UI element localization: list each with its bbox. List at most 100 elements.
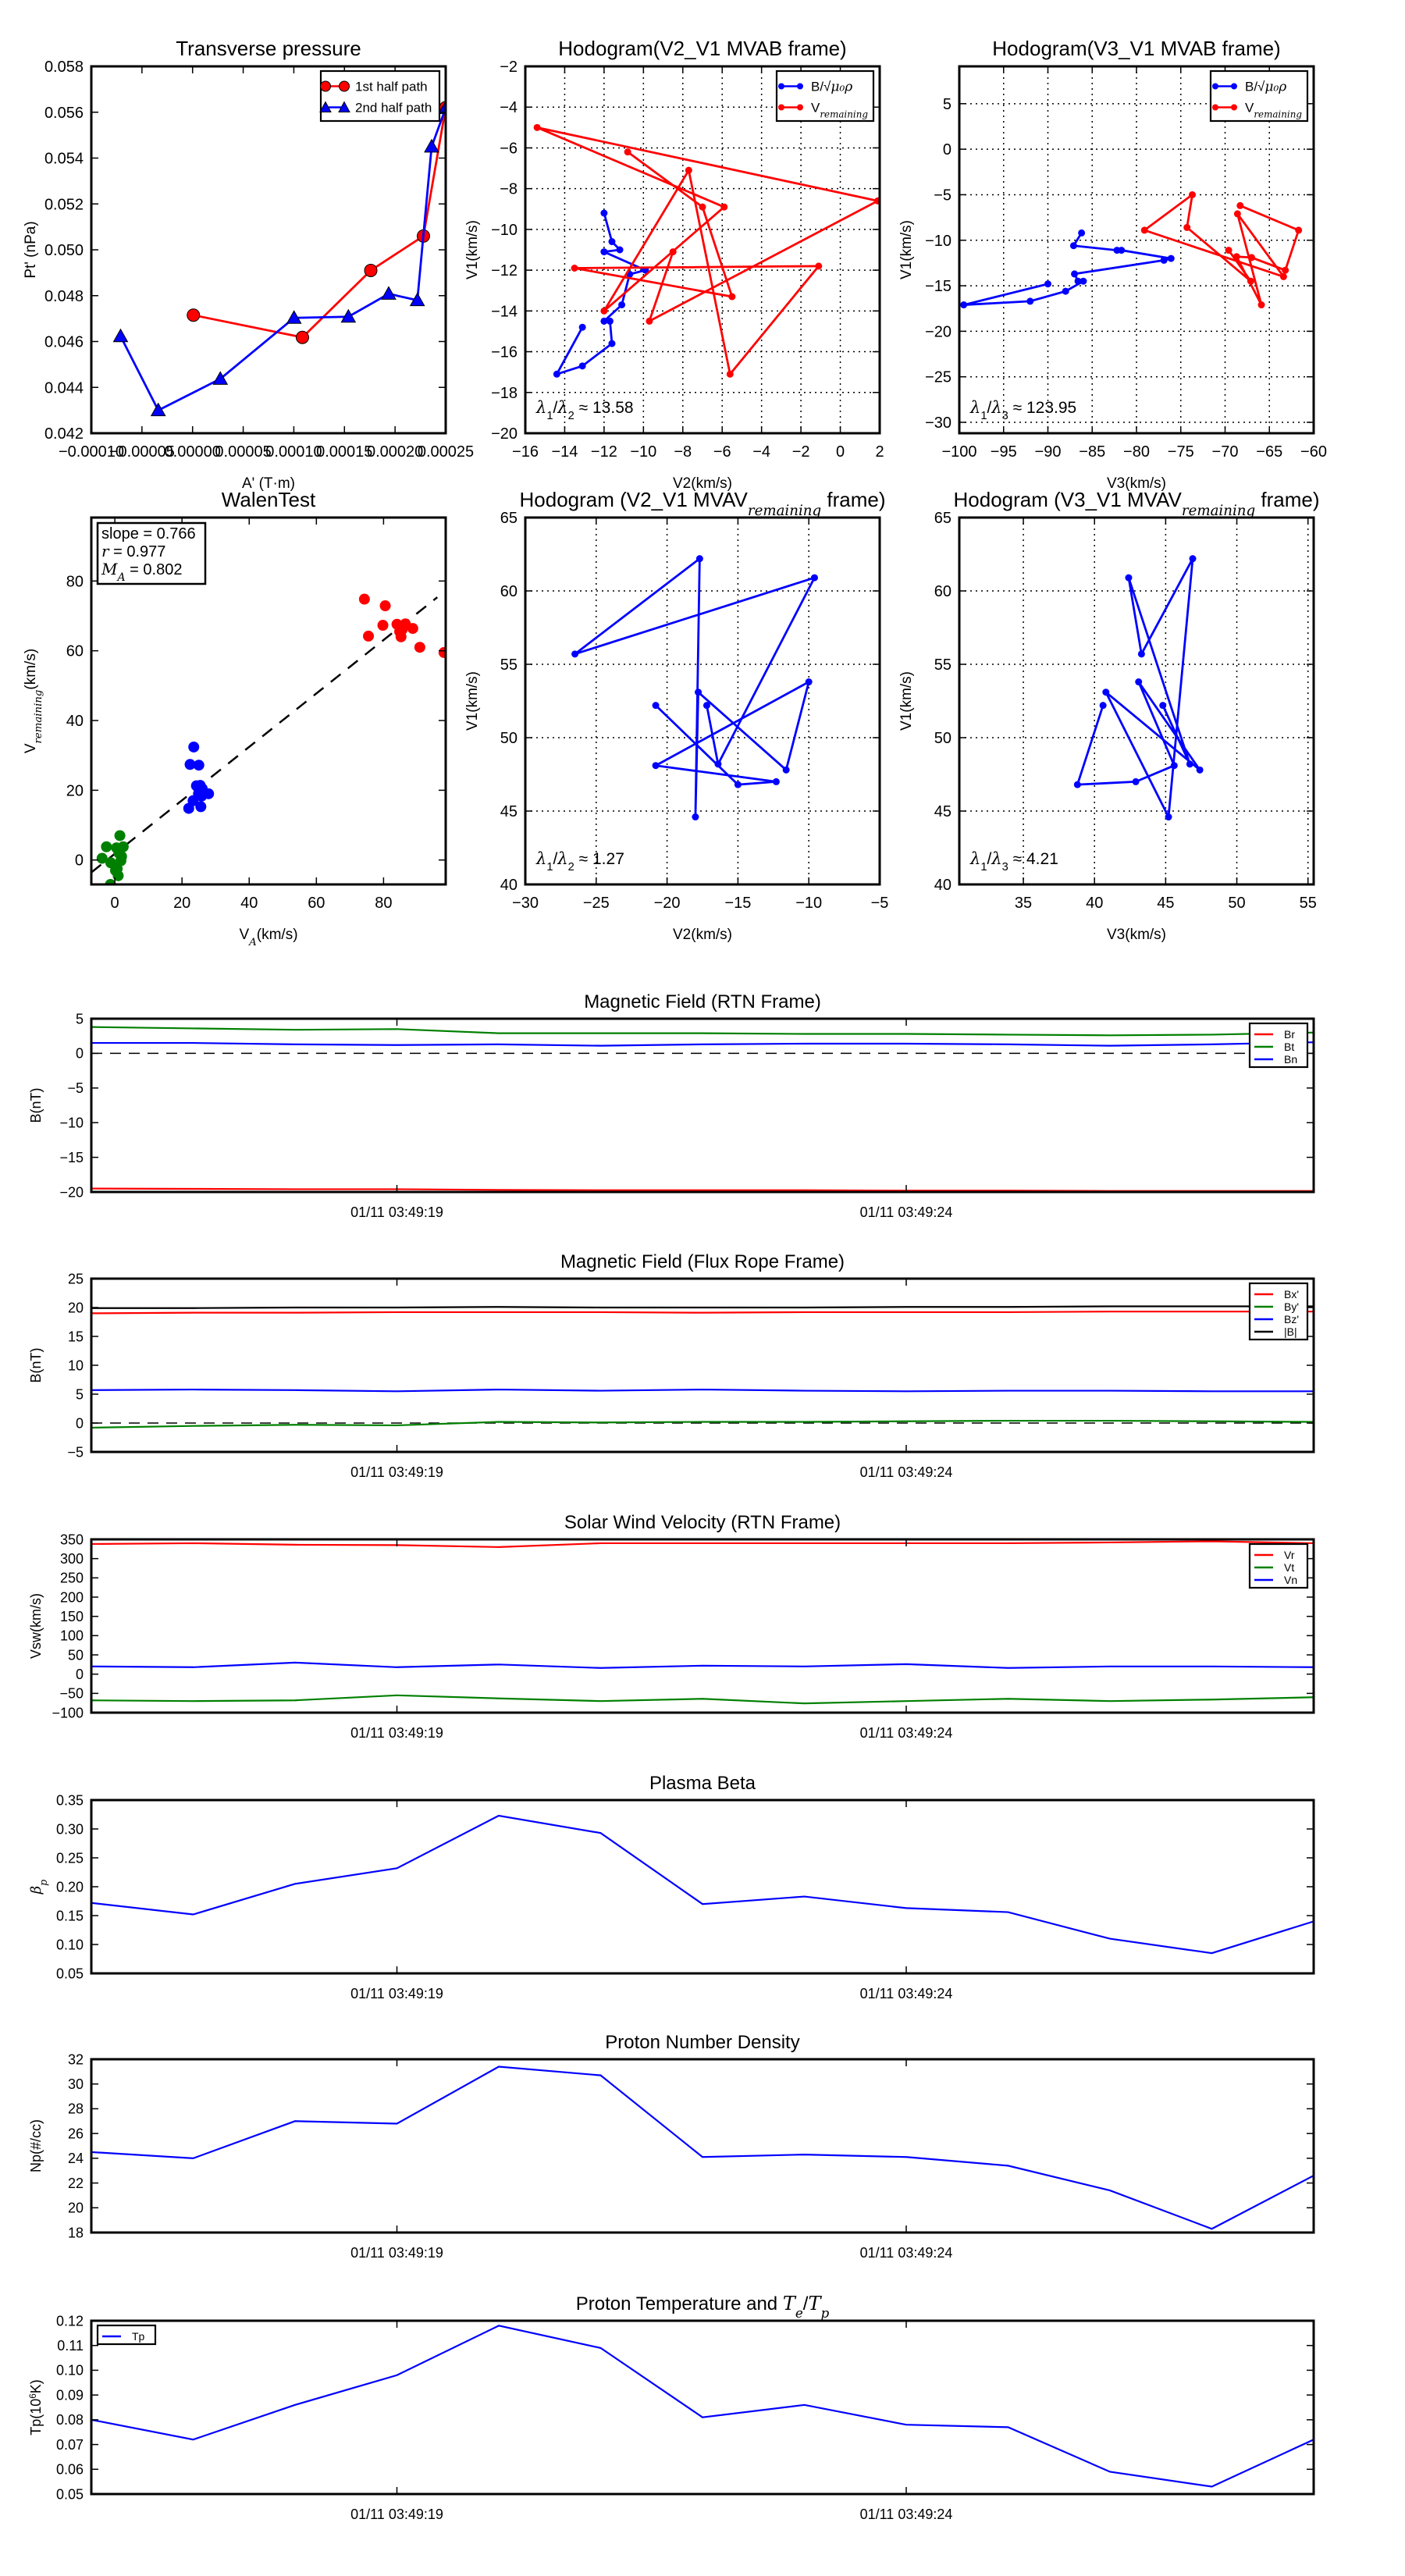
stats-line: slope = 0.766 [101,525,196,543]
series-line-1 [536,126,880,377]
y-tick-label: 65 [500,510,518,527]
y-tick-label: 0.044 [44,379,84,397]
data-point [720,203,728,211]
data-point [608,340,616,347]
stats-line-part: r [101,542,110,560]
magnetic-field-rtn-chart: 01/11 03:49:19 01/11 03:49:24 −20 −15 −10 −5 0… [28,991,1315,1220]
data-point [600,209,608,217]
axes-frame [90,1538,1315,1714]
y-tick-label: 0.25 [56,1850,84,1866]
data-point [1248,254,1256,262]
y-tick-label: 28 [68,2101,84,2117]
eigenvalue-ratio-annotation-part: λ [991,849,1001,868]
y-tick-label: 50 [934,730,951,747]
chart-title-part: e [795,2305,803,2321]
data-point [1225,247,1232,254]
data-point [424,138,439,153]
chart-title: Hodogram (V2_V1 MVAVremaining frame) [520,488,886,519]
data-point [114,830,126,841]
legend-label: Bt [1284,1041,1294,1053]
series-line-0 [554,212,649,376]
data-point [286,310,302,324]
legend-label: Vr [1284,1549,1295,1561]
y-tick-label: 0 [76,1046,84,1062]
legend-marker [797,104,803,111]
plot-area [91,1540,1314,1705]
series-line-0 [91,2065,1314,2230]
x-tick-label: −75 [1168,443,1194,461]
x-tick-label: −95 [991,443,1017,461]
series-line-1 [119,107,446,412]
data-point [1279,272,1287,280]
data-point [578,323,586,331]
eigenvalue-ratio-annotation-part: λ [557,398,567,417]
eigenvalue-ratio-annotation: λ1/λ3 ≈ 123.95 [969,398,1076,422]
eigenvalue-ratio-annotation-part: / [553,399,557,417]
eigenvalue-ratio-annotation: λ1/λ3 ≈ 4.21 [969,849,1058,873]
y-axis-label-part: remaining [33,690,44,744]
eigenvalue-ratio-annotation-part: 1 [546,861,553,873]
y-axis-label-part: 10 [28,2399,44,2414]
data-point [212,371,229,385]
eigenvalue-ratio-annotation-part: 1 [546,410,553,422]
x-tick-label: 01/11 03:49:19 [350,1725,443,1741]
data-point [377,620,389,632]
x-tick-label: −6 [713,443,731,461]
x-tick-label: −85 [1079,443,1105,461]
axes-frame [90,1799,1315,1975]
y-tick-label: 20 [66,782,84,799]
data-point [1074,277,1082,285]
y-axis-label: βp [28,1880,49,1895]
series-line-2 [91,1661,1314,1669]
eigenvalue-ratio-annotation-part: ≈ 123.95 [1008,399,1076,417]
y-tick-label: −5 [934,187,951,204]
legend: Tp [96,2324,157,2346]
x-tick-label: 60 [308,895,325,912]
chart-title: Hodogram (V3_V1 MVAVremaining frame) [954,488,1320,519]
x-tick-label: 40 [240,895,258,912]
y-tick-label: 150 [60,1609,84,1624]
y-tick-label: 60 [66,643,84,660]
y-tick-label: 0.09 [56,2387,84,2403]
magnetic-field-flux-rope-chart: 01/11 03:49:19 01/11 03:49:24 −5 0 5 10 15 20 25… [28,1251,1315,1480]
data-point [1236,201,1244,209]
data-point [1080,277,1087,285]
data-point [624,148,631,156]
legend-label: 1st half path [355,80,428,94]
legend-label-part: B/√ [1245,80,1265,94]
chart-title-part: frame) [1255,488,1319,511]
x-tick-label: 01/11 03:49:24 [860,1986,953,2001]
legend: 1st half path 2nd half path [319,69,441,123]
x-axis-label: V2(km/s) [673,927,732,943]
data-point [358,593,370,605]
x-tick-label: −65 [1256,443,1282,461]
x-tick-label: 50 [1228,895,1245,912]
data-point [112,328,129,343]
y-axis-label: V1(km/s) [464,671,481,731]
x-tick-label: 01/11 03:49:19 [350,2507,443,2522]
y-axis-label-part: Tp( [28,2414,44,2435]
y-axis-label: Vremaining(km/s) [23,649,44,753]
chart-title: Proton Temperature and Te/Tp [576,2293,830,2321]
stats-line-part: = 0.977 [109,543,166,560]
legend-label: B/√μ₀ρ [811,80,852,95]
chart-title-part: frame) [821,488,885,511]
data-point [618,301,626,308]
data-point [726,370,734,378]
chart-title: Transverse pressure [176,37,361,60]
y-axis-label: V1(km/s) [898,220,915,279]
y-tick-label: 25 [68,1271,84,1286]
x-axis-label: V2(km/s) [673,475,732,492]
y-tick-label: 30 [68,2076,84,2092]
y-axis-label: Vsw(km/s) [28,1593,44,1659]
data-point [1247,277,1254,285]
eigenvalue-ratio-annotation-part: λ [969,849,980,868]
data-point [608,238,616,246]
chart-title: Magnetic Field (Flux Rope Frame) [560,1251,845,1272]
data-point [1118,247,1126,254]
y-axis-label: B(nT) [28,1348,44,1383]
y-axis-label-part: V [23,743,39,753]
legend-label: B/√μ₀ρ [1245,80,1286,95]
